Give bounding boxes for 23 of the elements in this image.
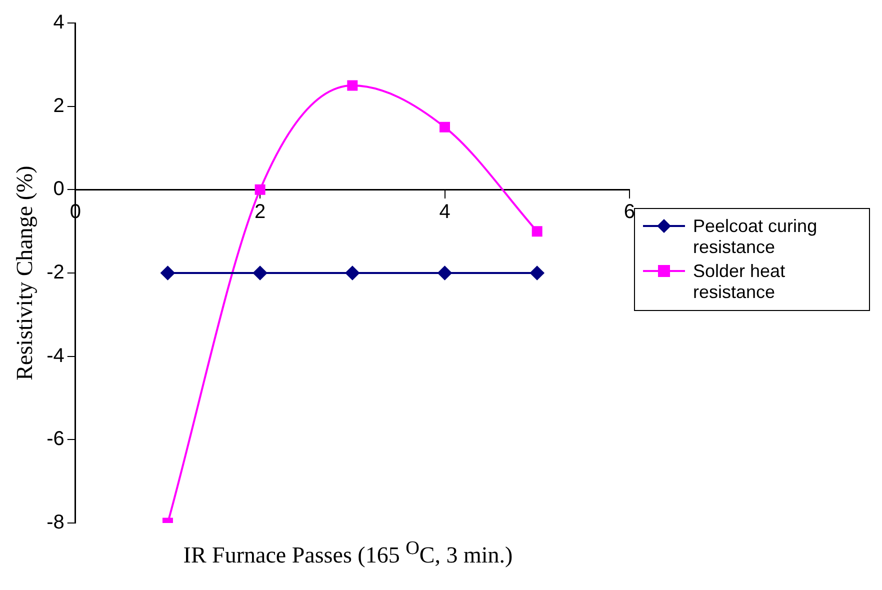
point [160, 266, 175, 280]
x-tick-label: 2 [254, 201, 266, 224]
point [532, 226, 542, 237]
x-axis-title: IR Furnace Passes (165 $^{O}$C, 3 min.) [182, 538, 514, 569]
legend-label: Solder heat resistance [693, 261, 786, 303]
point [253, 266, 268, 280]
point [440, 122, 450, 132]
x-tick-label: 6 [624, 201, 635, 224]
y-axis-title: Resistivity Change (%) [12, 166, 37, 380]
point [347, 80, 358, 91]
legend-label: Peelcoat curing resistance [693, 216, 818, 258]
y-tick-label: 0 [53, 178, 64, 200]
x-tick-label: 4 [439, 201, 450, 224]
point [438, 266, 452, 280]
point [530, 266, 544, 280]
y-tick-label: -6 [46, 428, 64, 450]
point [345, 266, 360, 280]
y-tick-label: 2 [53, 94, 64, 117]
y-tick-label: -8 [46, 512, 64, 534]
y-tick-label: 4 [53, 12, 64, 34]
y-tick-label: -2 [46, 262, 64, 284]
y-tick-label: -4 [46, 344, 64, 367]
point [254, 184, 266, 195]
